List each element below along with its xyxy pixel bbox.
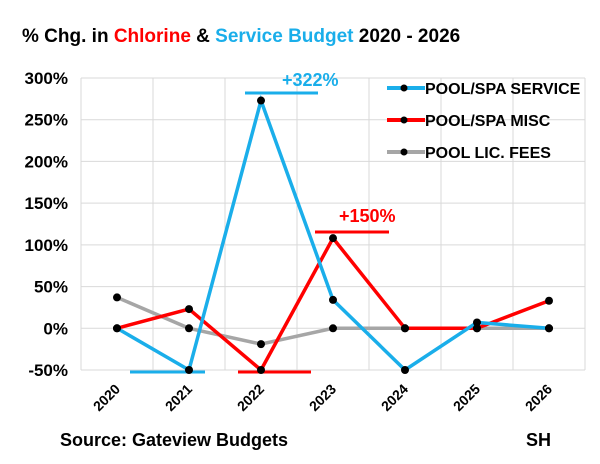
y-tick-label: 0% [43, 319, 68, 338]
data-point [473, 318, 481, 327]
legend-label: POOL/SPA MISC [425, 113, 551, 130]
data-point [185, 324, 193, 333]
y-tick-label: 250% [25, 111, 68, 130]
annotations: +322% +150% [130, 70, 396, 374]
data-point [473, 324, 481, 333]
data-point [113, 324, 121, 333]
title-part: & [191, 26, 215, 47]
x-tick-label: 2024 [378, 381, 411, 414]
y-tick-label: 150% [25, 194, 68, 213]
data-point [185, 305, 193, 314]
data-point [401, 366, 409, 374]
x-tick-label: 2021 [162, 381, 195, 414]
data-point [329, 234, 337, 243]
chart-title: % Chg. in Chlorine & Service Budget 2020… [22, 26, 460, 47]
grid [80, 77, 586, 371]
series-line [116, 235, 550, 373]
data-point [329, 324, 337, 333]
author-initials: SH [526, 430, 551, 450]
y-tick-label: 50% [34, 278, 68, 297]
x-tick-label: 2025 [450, 381, 483, 414]
title-part: % Chg. in [22, 26, 114, 47]
source-note: Source: Gateview Budgets [60, 430, 288, 450]
series-group [113, 94, 553, 374]
data-point [545, 324, 553, 333]
data-point [257, 340, 265, 349]
legend: POOL/SPA SERVICE POOL/SPA MISC POOL LIC. F… [387, 81, 581, 162]
x-tick-label: 2020 [90, 381, 123, 414]
x-tick-label: 2026 [522, 381, 555, 414]
legend-label: POOL/SPA SERVICE [425, 81, 581, 98]
series-line [116, 295, 549, 346]
y-tick-label: 100% [25, 236, 68, 255]
y-tick-label: -50% [28, 361, 68, 380]
data-point [185, 366, 193, 374]
x-tick-label: 2023 [306, 381, 339, 414]
annotation-322: +322% [282, 70, 339, 90]
legend-marker [400, 84, 408, 92]
y-tick-label: 200% [25, 152, 68, 171]
title-part: Chlorine [114, 26, 191, 47]
legend-label: POOL LIC. FEES [425, 145, 551, 162]
legend-marker [400, 148, 408, 156]
x-axis: 2020 2021 2022 2023 2024 2025 2026 [90, 381, 555, 414]
data-point [401, 324, 409, 333]
annotation-150: +150% [339, 206, 396, 226]
data-point [257, 96, 265, 105]
data-point [257, 366, 265, 374]
data-point [329, 295, 337, 304]
data-point [545, 296, 553, 305]
y-tick-label: 300% [25, 69, 68, 88]
y-axis: -50% 0% 50% 100% 150% 200% 250% 300% [25, 69, 68, 380]
data-point [113, 293, 121, 302]
legend-marker [400, 116, 408, 124]
title-part: 2020 - 2026 [354, 26, 461, 47]
title-part: Service Budget [215, 26, 354, 47]
x-tick-label: 2022 [234, 381, 267, 414]
